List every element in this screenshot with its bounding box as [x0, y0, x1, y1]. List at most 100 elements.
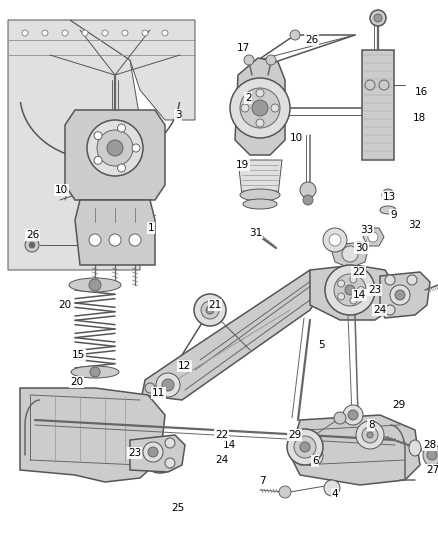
- Text: 7: 7: [259, 476, 265, 486]
- Circle shape: [356, 421, 384, 449]
- Circle shape: [367, 432, 373, 438]
- Circle shape: [395, 290, 405, 300]
- Circle shape: [165, 438, 175, 448]
- Text: 20: 20: [70, 377, 83, 387]
- Polygon shape: [75, 200, 155, 265]
- Circle shape: [303, 195, 313, 205]
- Circle shape: [325, 265, 375, 315]
- Circle shape: [300, 182, 316, 198]
- Text: 9: 9: [390, 210, 397, 220]
- Circle shape: [62, 30, 68, 36]
- Text: 11: 11: [152, 388, 165, 398]
- Text: 31: 31: [249, 228, 262, 238]
- Text: 6: 6: [312, 456, 318, 466]
- Text: 10: 10: [55, 185, 68, 195]
- Text: 28: 28: [423, 440, 436, 450]
- Text: 2: 2: [245, 93, 251, 103]
- Text: 23: 23: [128, 448, 141, 458]
- Text: 21: 21: [208, 300, 222, 310]
- Text: 3: 3: [175, 110, 182, 120]
- Ellipse shape: [240, 189, 280, 201]
- Circle shape: [230, 78, 290, 138]
- Text: 18: 18: [413, 113, 426, 123]
- Text: 24: 24: [373, 305, 386, 315]
- Circle shape: [117, 164, 126, 172]
- Polygon shape: [310, 265, 395, 320]
- Bar: [362, 50, 394, 160]
- Polygon shape: [142, 270, 325, 400]
- Circle shape: [303, 446, 323, 466]
- Circle shape: [385, 305, 395, 315]
- Circle shape: [279, 486, 291, 498]
- Circle shape: [244, 55, 254, 65]
- Circle shape: [107, 140, 123, 156]
- Circle shape: [294, 436, 316, 458]
- Text: 32: 32: [408, 220, 421, 230]
- Text: 23: 23: [368, 285, 381, 295]
- Polygon shape: [238, 160, 282, 195]
- Text: 5: 5: [318, 340, 325, 350]
- Circle shape: [334, 412, 346, 424]
- Circle shape: [90, 367, 100, 377]
- Circle shape: [94, 132, 102, 140]
- Circle shape: [165, 458, 175, 468]
- Text: 27: 27: [426, 465, 438, 475]
- Circle shape: [338, 280, 345, 287]
- Circle shape: [374, 14, 382, 22]
- Text: 22: 22: [352, 267, 365, 277]
- Circle shape: [206, 306, 214, 314]
- Circle shape: [385, 275, 395, 285]
- Circle shape: [241, 104, 249, 112]
- Text: 19: 19: [236, 160, 249, 170]
- Circle shape: [348, 410, 358, 420]
- Text: 24: 24: [215, 455, 228, 465]
- Circle shape: [324, 480, 340, 496]
- Ellipse shape: [423, 444, 438, 466]
- Text: 33: 33: [360, 225, 373, 235]
- Polygon shape: [235, 58, 285, 155]
- Text: 29: 29: [288, 430, 301, 440]
- Circle shape: [287, 429, 323, 465]
- Circle shape: [129, 234, 141, 246]
- Circle shape: [117, 124, 126, 132]
- Circle shape: [427, 450, 437, 460]
- Text: 15: 15: [72, 350, 85, 360]
- Text: 12: 12: [178, 361, 191, 371]
- Polygon shape: [380, 272, 430, 318]
- Circle shape: [162, 30, 168, 36]
- Circle shape: [350, 276, 357, 283]
- Text: 14: 14: [223, 440, 236, 450]
- Circle shape: [323, 228, 347, 252]
- Circle shape: [22, 30, 28, 36]
- Circle shape: [266, 55, 276, 65]
- Circle shape: [143, 442, 163, 462]
- Text: 13: 13: [383, 192, 396, 202]
- Circle shape: [329, 234, 341, 246]
- Circle shape: [89, 279, 101, 291]
- Circle shape: [145, 383, 155, 393]
- Circle shape: [102, 30, 108, 36]
- Circle shape: [148, 447, 158, 457]
- Circle shape: [252, 100, 268, 116]
- Ellipse shape: [243, 199, 277, 209]
- Circle shape: [290, 30, 300, 40]
- Circle shape: [29, 242, 35, 248]
- Circle shape: [334, 274, 366, 306]
- Ellipse shape: [69, 278, 121, 292]
- Text: 4: 4: [332, 489, 338, 499]
- Circle shape: [240, 88, 280, 128]
- Circle shape: [407, 275, 417, 285]
- Polygon shape: [70, 20, 195, 120]
- Circle shape: [82, 30, 88, 36]
- Text: 8: 8: [368, 420, 374, 430]
- Text: 14: 14: [353, 290, 366, 300]
- Circle shape: [109, 234, 121, 246]
- Circle shape: [370, 10, 386, 26]
- Circle shape: [271, 104, 279, 112]
- Text: 10: 10: [290, 133, 303, 143]
- Text: 20: 20: [58, 300, 71, 310]
- Polygon shape: [290, 415, 420, 485]
- Circle shape: [362, 427, 378, 443]
- Ellipse shape: [409, 440, 421, 456]
- Text: 1: 1: [148, 223, 155, 233]
